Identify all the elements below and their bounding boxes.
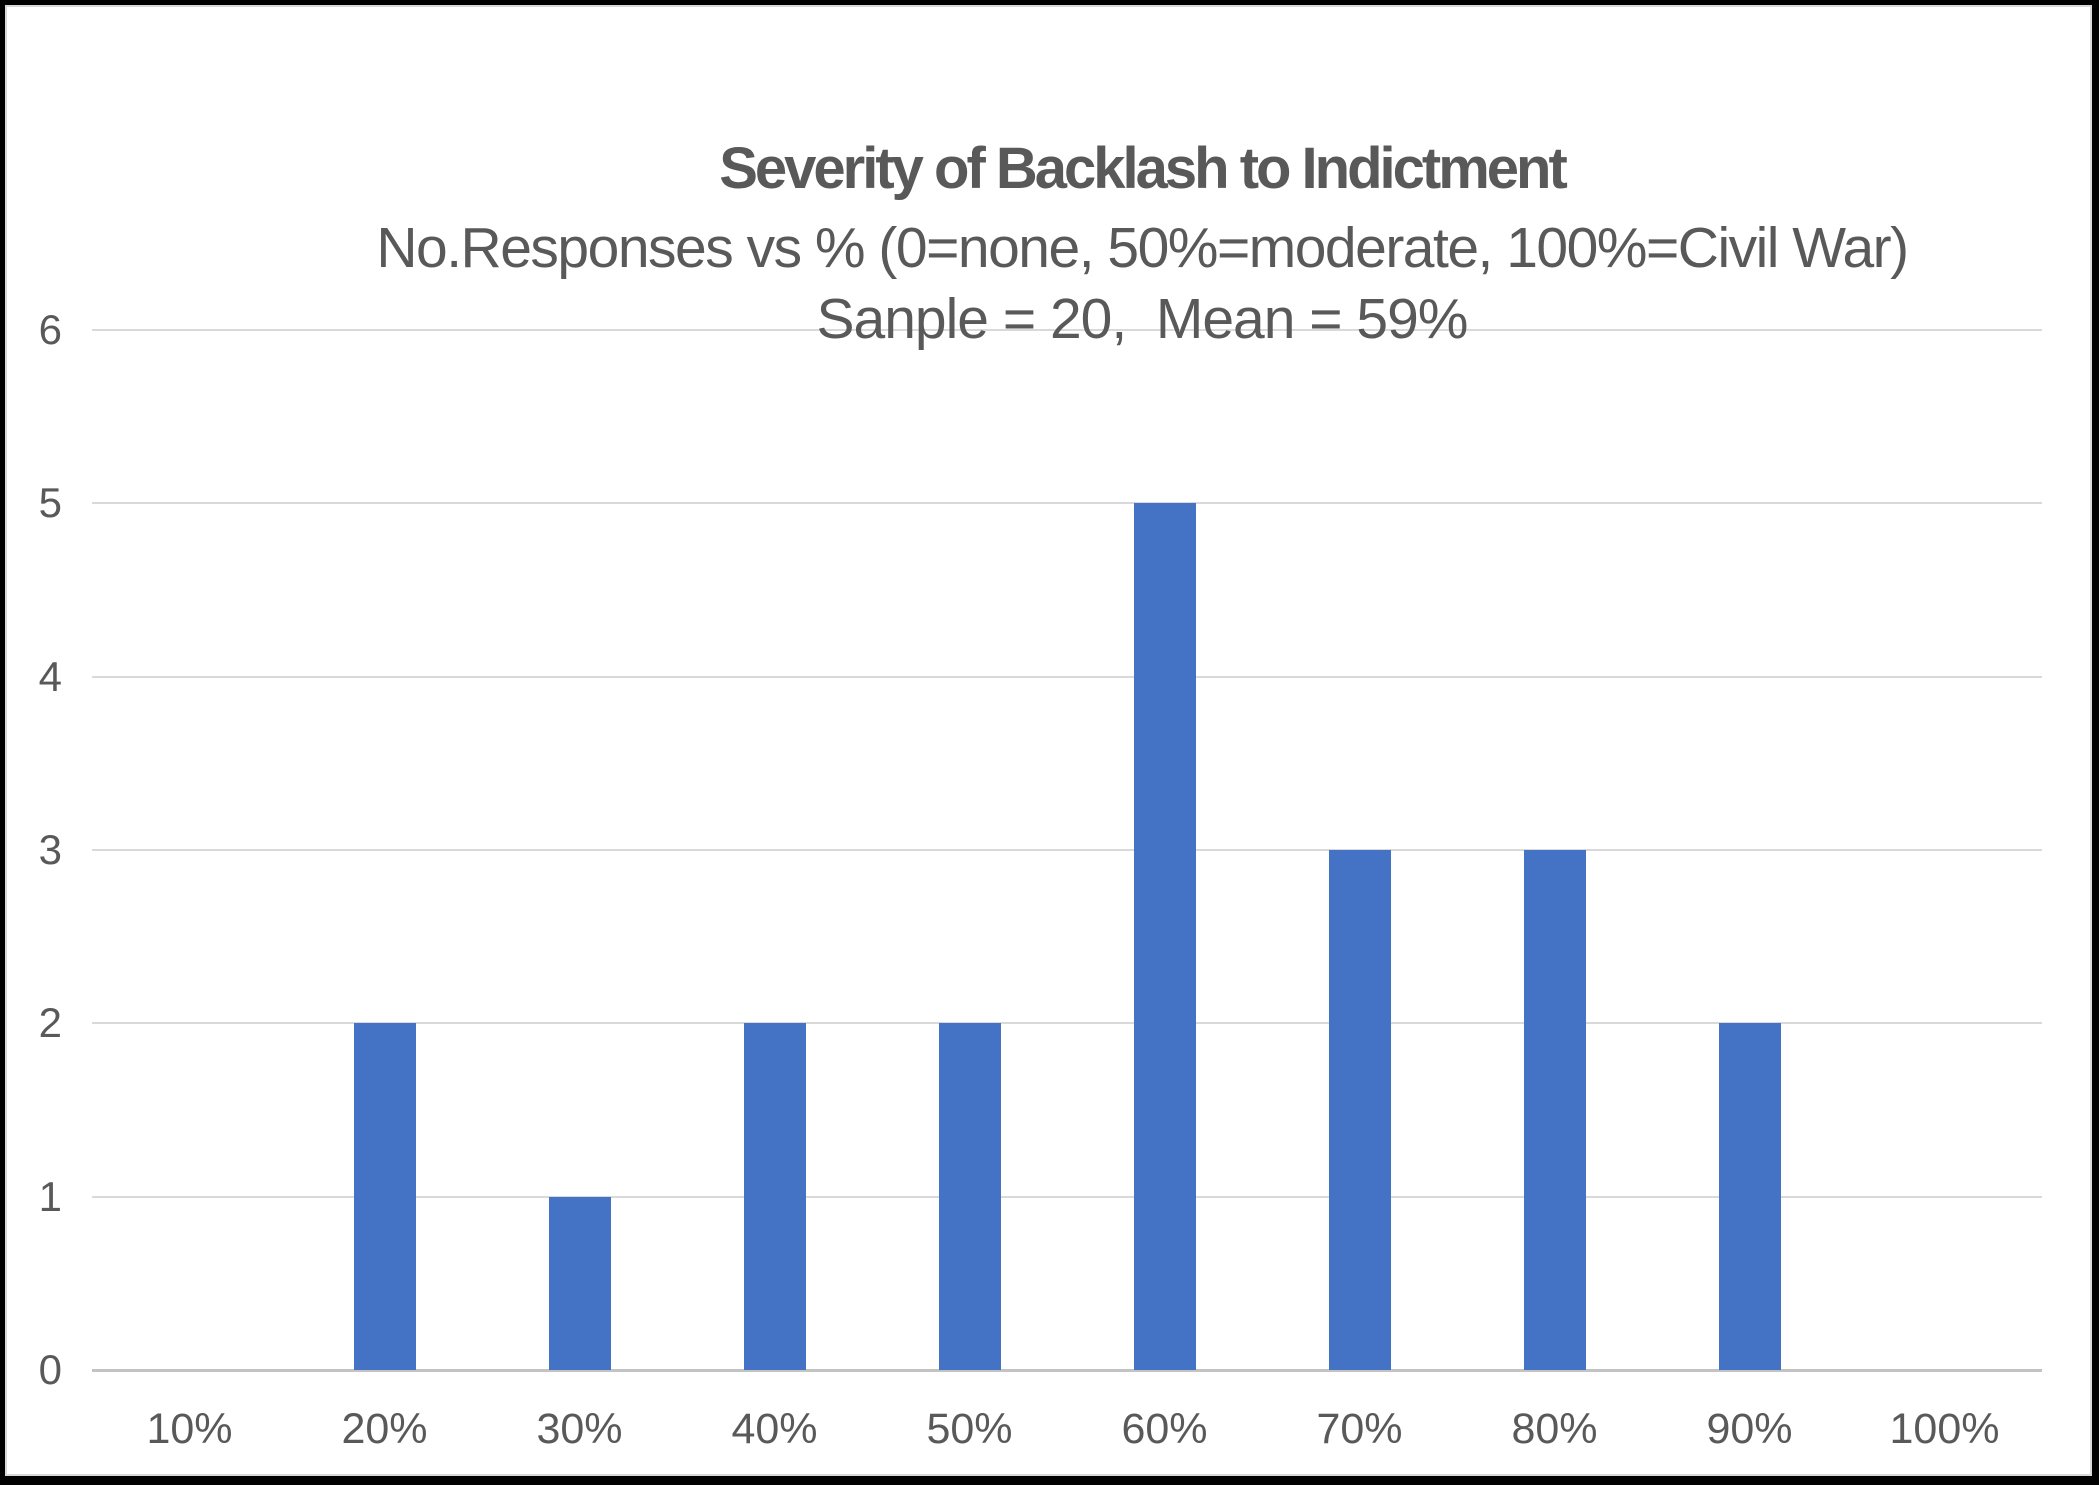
bar-60% [1133,503,1196,1370]
y-axis-tick-label: 1 [38,1172,62,1220]
chart-title: Severity of Backlash to Indictment [719,136,1568,201]
y-axis-tick-label: 5 [38,479,62,527]
bar-40% [743,1023,806,1370]
x-axis: 10% 20% 30% 40% 50% 60% 70% 80% 90% 100% [92,1400,2042,1464]
bar-50% [938,1023,1001,1370]
y-axis-tick-label: 2 [38,999,62,1047]
x-axis-tick-label: 40% [731,1405,818,1453]
x-axis-tick-label: 90% [1706,1405,1793,1453]
y-axis-tick-label: 4 [38,652,62,700]
x-axis-tick-label: 20% [341,1405,428,1453]
y-axis-tick-label: 0 [38,1346,62,1393]
chart-title-block: Severity of Backlash to Indictment No.Re… [192,130,2092,350]
plot-area [92,329,2042,1372]
x-axis-tick-label: 80% [1511,1405,1598,1453]
gridline [92,1022,2042,1025]
gridline [92,849,2042,851]
x-axis-tick-label: 50% [926,1405,1013,1453]
y-axis: 0 1 2 3 4 5 6 [5,309,62,1391]
bar-90% [1718,1023,1781,1370]
y-axis-tick-label: 3 [38,826,62,873]
chart-subtitle-line2: Sanple = 20, Mean = 59% [816,287,1469,351]
gridline [92,502,2042,505]
gridline [92,329,2042,331]
x-axis-line [92,1369,2042,1372]
x-axis-tick-label: 100% [1889,1405,2000,1453]
y-axis-tick-label: 6 [38,306,62,353]
x-axis-tick-label: 30% [536,1405,623,1453]
x-axis-tick-label: 10% [146,1405,233,1453]
gridline [92,675,2042,678]
chart-subtitle-line1: No.Responses vs % (0=none, 50%=moderate,… [376,216,1909,280]
bar-20% [353,1023,416,1370]
bar-70% [1328,850,1391,1370]
bar-30% [548,1196,611,1370]
gridline [92,1195,2042,1198]
bar-80% [1523,850,1586,1370]
x-axis-tick-label: 60% [1121,1405,1208,1453]
x-axis-tick-label: 70% [1316,1405,1403,1453]
